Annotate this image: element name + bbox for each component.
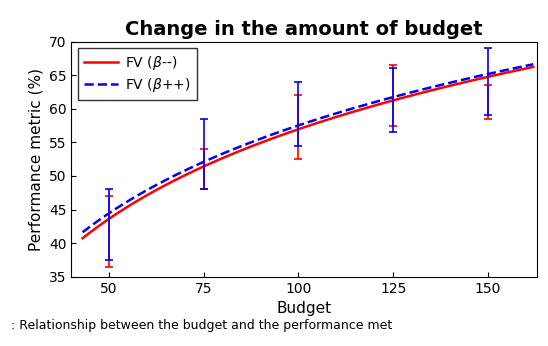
FV ($\beta$--) — [79, 236, 86, 240]
FV ($\beta$++) — [459, 78, 466, 82]
Line: FV ($\beta$--): FV ($\beta$--) — [83, 67, 533, 238]
FV ($\beta$++) — [355, 105, 362, 109]
FV ($\beta$--) — [346, 111, 353, 115]
Text: : Relationship between the budget and the performance met: : Relationship between the budget and th… — [11, 319, 392, 332]
FV ($\beta$--) — [355, 108, 362, 112]
FV ($\beta$--) — [81, 235, 87, 239]
Title: Change in the amount of budget: Change in the amount of budget — [125, 20, 483, 38]
FV ($\beta$++) — [347, 107, 354, 111]
FV ($\beta$--) — [459, 81, 466, 85]
FV ($\beta$--) — [530, 65, 536, 69]
FV ($\beta$--) — [347, 110, 354, 115]
FV ($\beta$++) — [81, 229, 87, 233]
FV ($\beta$++) — [530, 62, 536, 66]
Y-axis label: Performance metric (%): Performance metric (%) — [28, 68, 43, 251]
X-axis label: Budget: Budget — [277, 301, 332, 316]
FV ($\beta$--) — [488, 74, 494, 78]
FV ($\beta$++) — [346, 107, 353, 111]
FV ($\beta$++) — [79, 230, 86, 234]
FV ($\beta$++) — [488, 71, 494, 75]
Line: FV ($\beta$++): FV ($\beta$++) — [83, 64, 533, 232]
Legend: FV ($\beta$--), FV ($\beta$++): FV ($\beta$--), FV ($\beta$++) — [78, 48, 197, 100]
